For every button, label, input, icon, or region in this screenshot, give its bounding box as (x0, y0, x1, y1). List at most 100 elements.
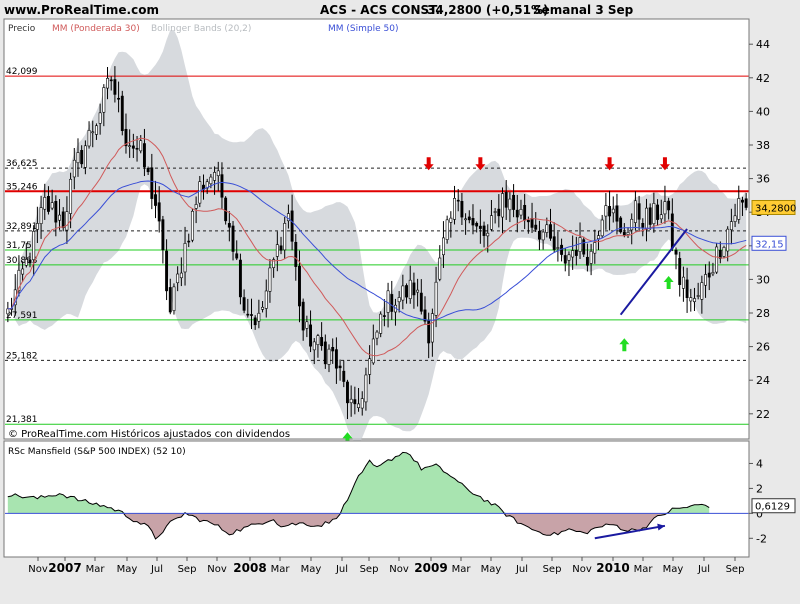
x-tick-label: Mar (271, 564, 291, 575)
candle-body (72, 159, 76, 178)
rs-negative-area (7, 513, 710, 539)
candle-body (486, 232, 490, 237)
candle-body (419, 292, 423, 312)
candle-body (722, 247, 726, 257)
candle-body (401, 285, 405, 301)
candle-body (508, 198, 512, 211)
candle-body (21, 268, 25, 275)
candle-body (526, 220, 530, 223)
candle-body (456, 199, 460, 202)
candle-body (264, 290, 268, 309)
level-label: 32,891 (6, 222, 38, 232)
candle-body (87, 130, 91, 147)
candle-body (471, 218, 475, 226)
down-arrow-marker (423, 157, 434, 171)
level-label: 31,75 (6, 241, 32, 251)
axis-layer: 22242628303234363840424434,280032,15-202… (28, 19, 796, 575)
candle-body (405, 285, 408, 298)
candle-body (216, 170, 220, 177)
x-tick-label: Mar (452, 564, 472, 575)
candle-body (552, 236, 556, 250)
candle-body (220, 174, 224, 198)
rs-tick-label: 4 (756, 457, 763, 470)
candle-body (693, 298, 696, 302)
candle-body (582, 239, 586, 255)
candle-body (656, 204, 660, 220)
candle-body (622, 231, 626, 236)
down-arrow-marker (659, 157, 670, 171)
candle-body (183, 243, 187, 273)
candle-body (445, 219, 449, 240)
candle-body (235, 253, 239, 259)
last-price-label: 34,2800 (755, 203, 796, 214)
price-tick-label: 36 (756, 173, 770, 186)
price-change: 34,2800 (+0,51%) (427, 3, 549, 17)
candle-body (242, 297, 246, 311)
x-tick-label: Nov (572, 564, 592, 575)
candle-body (382, 315, 386, 317)
candle-body (460, 200, 464, 218)
candle-body (272, 259, 276, 268)
x-tick-label: 2008 (233, 561, 266, 575)
candle-body (353, 399, 357, 405)
x-tick-label: May (301, 564, 322, 575)
candle-body (312, 341, 316, 351)
candle-body (685, 279, 689, 299)
candle-body (619, 217, 623, 233)
candle-body (442, 237, 445, 256)
candle-body (371, 338, 375, 364)
candle-body (501, 193, 504, 218)
candle-body (139, 140, 143, 152)
candle-body (729, 221, 733, 231)
candle-body (530, 218, 534, 228)
candle-body (131, 145, 135, 149)
candle-body (733, 215, 737, 222)
candle-body (275, 244, 279, 257)
candle-body (571, 250, 575, 258)
chart-title: ACS - ACS CONST. (320, 3, 440, 17)
candle-body (28, 259, 32, 264)
candle-body (515, 209, 519, 218)
candle-body (279, 245, 283, 251)
candle-body (641, 222, 645, 228)
candle-body (726, 228, 730, 252)
candle-body (331, 347, 335, 352)
candle-body (238, 259, 242, 298)
x-tick-label: Nov (28, 564, 48, 575)
candle-body (253, 317, 257, 326)
candle-body (438, 257, 442, 280)
price-tick-label: 22 (756, 408, 770, 421)
candle-body (416, 289, 420, 293)
candle-body (150, 167, 154, 199)
candle-body (637, 203, 641, 220)
candle-body (342, 370, 346, 382)
trend-line (619, 228, 688, 316)
candle-body (537, 230, 541, 240)
last-price-box (751, 199, 796, 215)
price-tick-label: 28 (756, 307, 770, 320)
candle-body (430, 313, 434, 343)
price-label: Precio (8, 24, 36, 34)
candle-body (737, 198, 741, 220)
up-arrow-marker (619, 338, 630, 352)
bollinger-band (7, 30, 747, 445)
candle-body (364, 374, 368, 403)
level-label: 36,625 (6, 159, 38, 169)
candle-body (493, 211, 497, 213)
x-tick-label: May (117, 564, 138, 575)
candle-body (589, 250, 593, 264)
candle-body (600, 219, 604, 237)
sma-value-box (751, 235, 787, 251)
candle-body (283, 223, 287, 251)
down-arrow-marker (604, 157, 615, 171)
x-tick-label: May (481, 564, 502, 575)
candle-body (630, 218, 634, 231)
candle-body (17, 269, 21, 291)
candle-body (744, 198, 748, 208)
candle-body (482, 225, 486, 236)
candle-body (497, 208, 501, 217)
candle-body (50, 202, 54, 209)
candle-body (106, 78, 109, 89)
